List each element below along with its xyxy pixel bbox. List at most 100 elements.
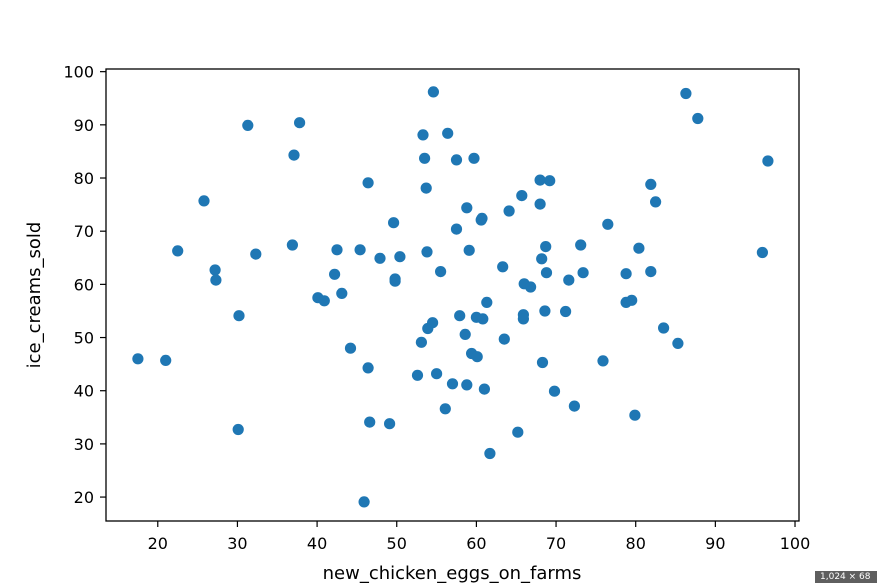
y-tick-label-30: 30 (74, 435, 94, 454)
data-point-32 (417, 129, 429, 141)
data-point-11 (286, 239, 298, 251)
data-point-14 (318, 295, 330, 307)
data-point-5 (210, 274, 222, 286)
x-axis: 20 30 40 50 60 70 80 90 100 (148, 521, 811, 553)
data-point-97 (692, 112, 704, 125)
data-point-1 (160, 354, 172, 366)
data-point-37 (427, 317, 439, 329)
data-point-79 (560, 305, 572, 318)
y-axis: 20 30 40 50 60 70 80 90 100 (63, 63, 106, 507)
data-point-29 (394, 251, 406, 263)
data-point-98 (756, 246, 769, 259)
data-point-78 (548, 385, 561, 397)
data-point-21 (362, 177, 374, 189)
data-point-26 (388, 217, 400, 229)
data-point-43 (446, 378, 459, 390)
data-point-35 (421, 246, 433, 258)
data-point-93 (650, 196, 662, 208)
data-point-83 (577, 267, 589, 279)
x-tick-label-60: 60 (466, 534, 486, 553)
y-tick-label-60: 60 (74, 275, 94, 294)
data-point-45 (450, 223, 463, 235)
data-point-56 (476, 212, 488, 224)
data-point-3 (198, 195, 210, 207)
data-point-12 (294, 117, 306, 129)
plot-frame (105, 68, 800, 522)
data-point-91 (645, 178, 657, 190)
x-tick-label-90: 90 (705, 534, 725, 553)
data-point-74 (539, 305, 551, 317)
data-point-57 (477, 313, 489, 325)
data-point-28 (389, 275, 401, 287)
y-tick-label-100: 100 (63, 63, 94, 82)
data-point-81 (568, 400, 581, 412)
data-point-49 (461, 379, 473, 391)
x-tick-label-100: 100 (780, 534, 811, 553)
data-point-19 (354, 244, 366, 256)
data-point-72 (536, 253, 548, 265)
data-point-38 (427, 86, 439, 98)
data-point-89 (629, 409, 641, 421)
data-point-73 (536, 356, 549, 369)
y-tick-label-80: 80 (74, 169, 94, 188)
x-tick-label-80: 80 (626, 534, 646, 553)
data-point-65 (516, 190, 528, 202)
data-point-23 (364, 416, 376, 428)
data-point-69 (525, 281, 537, 293)
data-point-0 (132, 353, 144, 365)
data-point-94 (658, 322, 670, 334)
data-point-85 (602, 218, 614, 230)
data-point-82 (575, 239, 587, 251)
data-point-18 (344, 342, 357, 354)
x-axis-label: new_chicken_eggs_on_farms (323, 563, 582, 583)
data-point-50 (463, 244, 475, 256)
data-point-54 (471, 351, 483, 363)
data-point-88 (626, 294, 638, 306)
data-point-61 (497, 261, 509, 273)
y-axis-label: ice_creams_sold (24, 222, 45, 369)
data-point-4 (209, 264, 221, 276)
data-point-33 (419, 152, 431, 164)
data-point-31 (415, 336, 427, 348)
x-tick-label-70: 70 (546, 534, 566, 553)
data-point-22 (362, 362, 374, 374)
data-point-64 (512, 426, 524, 438)
data-point-48 (461, 202, 473, 214)
data-point-16 (331, 244, 343, 256)
data-point-30 (411, 369, 424, 381)
x-tick-label-20: 20 (148, 534, 168, 553)
data-point-41 (439, 403, 451, 415)
data-point-92 (645, 266, 657, 278)
data-point-95 (672, 337, 684, 349)
data-point-71 (534, 198, 546, 210)
x-tick-label-50: 50 (387, 534, 407, 553)
data-point-75 (540, 241, 552, 253)
x-tick-label-40: 40 (307, 534, 327, 553)
data-point-20 (358, 496, 370, 508)
data-point-77 (544, 175, 556, 187)
data-point-2 (172, 245, 184, 257)
data-point-46 (454, 310, 466, 322)
data-point-6 (233, 310, 245, 322)
y-tick-label-90: 90 (74, 116, 94, 135)
data-point-63 (503, 205, 515, 217)
y-tick-label-40: 40 (74, 382, 94, 401)
data-point-34 (420, 182, 432, 194)
data-point-99 (762, 155, 774, 167)
data-point-52 (468, 152, 480, 164)
data-point-9 (250, 248, 262, 260)
data-point-62 (498, 333, 510, 345)
data-point-96 (680, 87, 692, 100)
data-point-60 (484, 447, 496, 460)
data-point-24 (374, 252, 386, 264)
data-point-10 (288, 149, 300, 161)
image-size-badge: 1,024 × 68 (815, 571, 877, 583)
data-points (132, 86, 774, 508)
y-tick-label-20: 20 (74, 488, 94, 507)
data-point-76 (540, 267, 553, 279)
y-tick-label-50: 50 (74, 329, 94, 348)
data-point-59 (481, 296, 493, 308)
data-point-67 (517, 313, 530, 325)
data-point-58 (478, 383, 490, 395)
